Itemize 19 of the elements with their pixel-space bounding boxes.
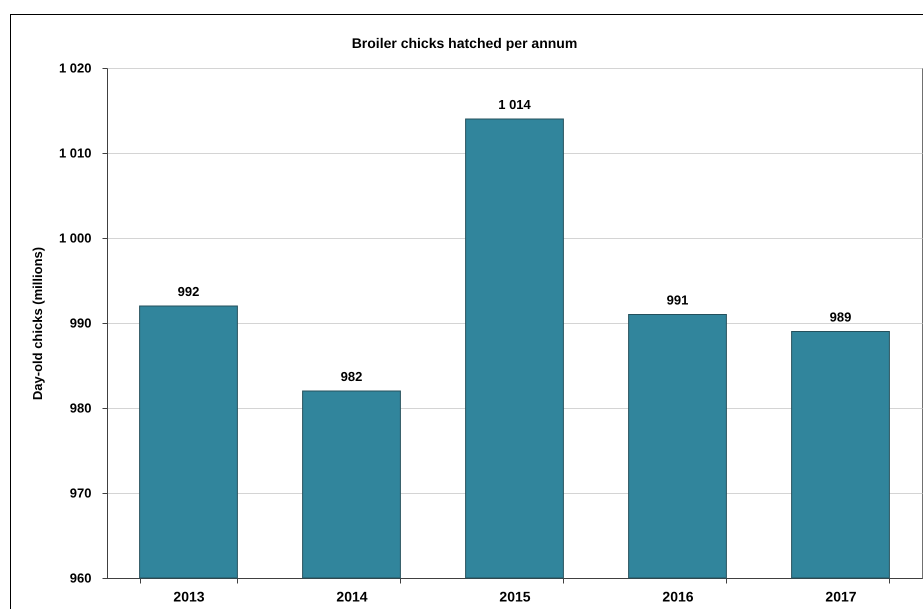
data-label: 989 [830, 310, 852, 324]
y-tick-label: 980 [70, 400, 92, 416]
y-tick-label: 960 [70, 570, 92, 586]
y-tick-label: 1 000 [58, 230, 92, 246]
y-tick-label: 990 [70, 316, 92, 330]
x-tick-label: 2015 [499, 588, 531, 604]
x-tick-label: 2017 [825, 588, 857, 604]
y-tick-label: 1 010 [58, 146, 92, 160]
y-tick-label: 1 020 [58, 60, 92, 76]
chart-title: Broiler chicks hatched per annum [352, 35, 578, 51]
x-tick-label: 2016 [662, 588, 694, 604]
x-tick-label: 2013 [173, 588, 205, 604]
y-axis-title: Day-old chicks (millions) [30, 246, 45, 400]
data-label: 992 [178, 284, 200, 299]
data-label: 982 [340, 369, 362, 384]
data-label: 991 [666, 292, 688, 308]
data-label: 1 014 [498, 97, 532, 112]
y-tick-label: 970 [70, 486, 92, 500]
x-tick-label: 2014 [336, 588, 368, 604]
